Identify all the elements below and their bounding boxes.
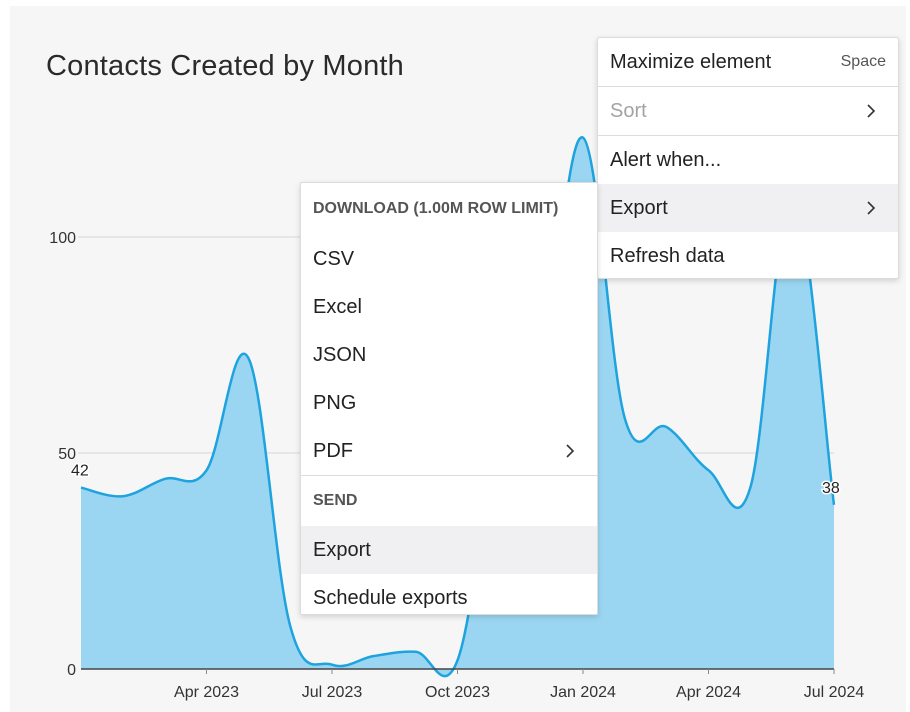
area-fill	[81, 137, 834, 677]
schedule-exports-item[interactable]: Schedule exports	[301, 574, 597, 622]
x-tick-label: Apr 2024	[676, 684, 741, 701]
export-label: Export	[610, 196, 668, 219]
export-excel-item[interactable]: Excel	[301, 283, 597, 331]
alert-when-item[interactable]: Alert when...	[598, 136, 898, 184]
excel-label: Excel	[313, 295, 362, 318]
data-point[interactable]	[204, 467, 210, 473]
data-point[interactable]	[245, 355, 251, 361]
x-tick-label: Apr 2023	[174, 684, 239, 701]
element-context-menu: Maximize element Space Sort Alert when..…	[597, 37, 899, 279]
data-point[interactable]	[78, 485, 84, 491]
data-label-first: 42	[71, 463, 89, 480]
data-point[interactable]	[664, 424, 670, 430]
refresh-data-label: Refresh data	[610, 244, 725, 267]
send-section-header: SEND	[313, 492, 358, 509]
y-tick-label: 100	[49, 230, 76, 247]
alert-when-label: Alert when...	[610, 148, 722, 171]
data-point[interactable]	[162, 476, 168, 482]
chevron-right-icon	[867, 104, 876, 118]
data-point[interactable]	[455, 657, 461, 663]
data-point[interactable]	[120, 493, 126, 499]
y-tick-label: 0	[67, 662, 76, 679]
sort-item[interactable]: Sort	[598, 87, 898, 135]
data-point[interactable]	[287, 623, 293, 629]
chart-title: Contacts Created by Month	[46, 50, 405, 82]
send-export-label: Export	[313, 538, 371, 561]
sort-label: Sort	[610, 99, 647, 122]
x-tick-label: Jul 2024	[804, 684, 865, 701]
maximize-shortcut: Space	[840, 53, 886, 70]
data-point[interactable]	[329, 662, 335, 668]
schedule-exports-label: Schedule exports	[313, 586, 468, 609]
data-point[interactable]	[706, 467, 712, 473]
export-submenu: DOWNLOAD (1.00M ROW LIMIT) CSV Excel JSO…	[300, 182, 598, 615]
data-label-last: 38	[822, 480, 840, 497]
csv-label: CSV	[313, 247, 355, 270]
data-point[interactable]	[622, 415, 628, 421]
data-point[interactable]	[580, 135, 586, 141]
export-json-item[interactable]: JSON	[301, 331, 597, 379]
chevron-right-icon	[867, 201, 876, 215]
chevron-right-icon	[566, 444, 575, 458]
data-point[interactable]	[831, 502, 837, 508]
export-pdf-item[interactable]: PDF	[301, 427, 597, 475]
refresh-data-item[interactable]: Refresh data	[598, 232, 898, 280]
data-point[interactable]	[371, 653, 377, 659]
x-tick-label: Jul 2023	[302, 684, 363, 701]
menu-divider	[301, 475, 597, 476]
export-item[interactable]: Export	[598, 184, 898, 232]
y-tick-label: 50	[58, 446, 76, 463]
download-section-header: DOWNLOAD (1.00M ROW LIMIT)	[313, 200, 559, 217]
data-point[interactable]	[747, 485, 753, 491]
x-tick-label: Oct 2023	[425, 684, 490, 701]
send-export-item[interactable]: Export	[301, 526, 597, 574]
maximize-element-label: Maximize element	[610, 50, 772, 73]
menu-divider	[598, 135, 898, 136]
data-point[interactable]	[413, 649, 419, 655]
pdf-label: PDF	[313, 439, 353, 462]
menu-divider	[598, 86, 898, 87]
json-label: JSON	[313, 343, 367, 366]
export-csv-item[interactable]: CSV	[301, 235, 597, 283]
png-label: PNG	[313, 391, 357, 414]
export-png-item[interactable]: PNG	[301, 379, 597, 427]
x-tick-label: Jan 2024	[550, 684, 616, 701]
maximize-element-item[interactable]: Maximize element Space	[598, 38, 898, 86]
